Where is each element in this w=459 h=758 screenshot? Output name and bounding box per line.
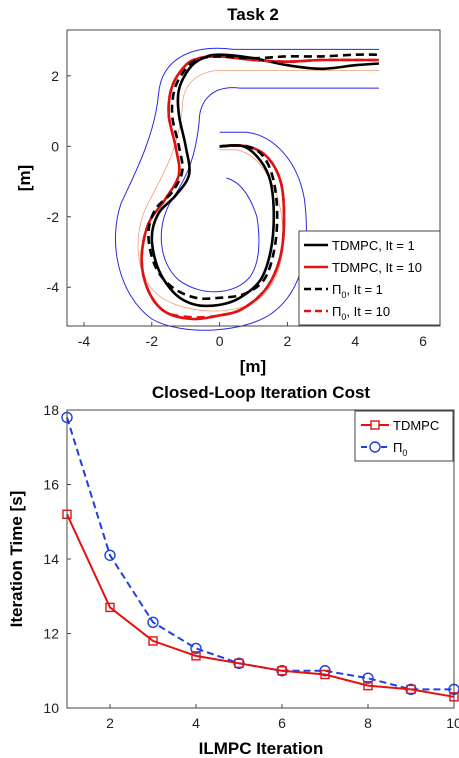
chart-title-2: Closed-Loop Iteration Cost — [152, 383, 371, 402]
legend-label: Π0, It = 10 — [332, 304, 390, 322]
data-point — [104, 549, 116, 561]
x-tick-label: 2 — [284, 333, 292, 349]
data-point — [147, 616, 159, 629]
axis-ticks-2: 2 4 6 8 10 10 12 14 16 18 — [43, 402, 459, 731]
y-tick-label: 10 — [43, 700, 59, 716]
legend-box — [298, 230, 441, 326]
series-line-2 — [147, 53, 380, 301]
track-boundaries — [115, 47, 379, 331]
x-tick-label: 4 — [351, 333, 359, 349]
x-tick-label: 4 — [192, 715, 200, 731]
x-tick-label: 6 — [419, 333, 427, 349]
y-tick-label: 16 — [43, 477, 59, 493]
x-tick-label: 2 — [106, 715, 114, 731]
data-point — [190, 642, 202, 655]
legend-label: Π0, It = 1 — [332, 282, 383, 300]
x-axis-label-1: [m] — [240, 357, 266, 376]
x-tick-label: 10 — [446, 715, 459, 731]
iteration-cost-chart: Closed-Loop Iteration Cost 2 4 6 8 10 10 12 14 1… — [7, 383, 459, 758]
y-tick-label: 14 — [43, 551, 59, 567]
data-point — [320, 669, 330, 680]
data-point — [148, 636, 158, 646]
data-point — [319, 665, 331, 677]
data-point — [234, 658, 244, 668]
y-tick-label: 0 — [51, 138, 59, 154]
y-tick-label: -4 — [47, 279, 60, 295]
data-point — [363, 680, 373, 691]
trajectory-series — [140, 53, 380, 321]
legend-2: TDMPC Π0 — [354, 410, 454, 462]
legend-marker — [370, 420, 380, 430]
x-axis-label-2: ILMPC Iteration — [199, 739, 324, 758]
legend-label: TDMPC — [393, 418, 439, 433]
data-point — [191, 651, 201, 661]
track-edge — [160, 87, 379, 293]
y-axis-label-2: Iteration Time [s] — [7, 491, 26, 628]
plot-frame-1 — [66, 29, 441, 327]
legend-label: TDMPC, It = 10 — [332, 260, 422, 275]
data-point — [277, 666, 287, 676]
axis-ticks-1: -4 -2 0 2 4 6 2 0 -2 -4 — [47, 68, 428, 349]
chart-title-1: Task 2 — [227, 5, 279, 24]
x-tick-label: 6 — [278, 715, 286, 731]
y-axis-label-1: [m] — [15, 165, 34, 191]
data-point — [406, 684, 416, 695]
y-tick-label: -2 — [47, 209, 60, 225]
y-tick-label: 2 — [51, 68, 59, 84]
x-tick-label: -2 — [146, 333, 159, 349]
track-edge — [115, 47, 379, 331]
y-tick-label: 18 — [43, 402, 59, 418]
series-line-0 — [66, 513, 455, 698]
legend-label: Π0 — [393, 440, 407, 458]
x-tick-label: 0 — [216, 333, 224, 349]
data-point — [105, 602, 115, 613]
x-tick-label: -4 — [78, 333, 91, 349]
legend-1: TDMPC, It = 1 TDMPC, It = 10 Π0, It = 1 Π0,… — [298, 230, 441, 326]
y-tick-label: 12 — [43, 626, 59, 642]
task2-chart: Task 2 -4 -2 0 2 4 6 2 0 -2 -4 [m] [m] TDMPC, It … — [15, 5, 441, 376]
centerline — [137, 70, 379, 312]
cost-series — [61, 411, 459, 702]
data-point — [362, 672, 374, 684]
legend-label: TDMPC, It = 1 — [332, 238, 415, 253]
x-tick-label: 8 — [364, 715, 372, 731]
legend-marker — [369, 441, 381, 453]
legend-box — [354, 410, 454, 462]
